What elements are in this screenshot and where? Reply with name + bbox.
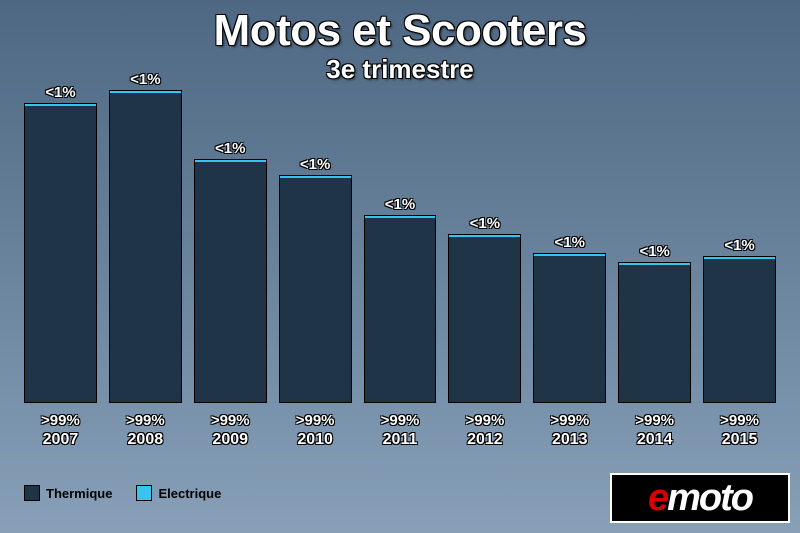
logo-e: e [648,477,667,520]
bar-top-label: <1% [385,196,415,213]
bar-segment-thermique [448,237,521,403]
bar-bottom-pct: >99% [364,412,437,430]
bar-year-label: 2007 [24,430,97,449]
bar-year-label: 2010 [279,430,352,449]
bar-segment-thermique [533,256,606,403]
emoto-logo: emoto [610,473,790,523]
bar-top-label: <1% [130,71,160,88]
bar-bottom-pct: >99% [109,412,182,430]
bar-top-label: <1% [215,140,245,157]
bar-slot: <1% >99%2009 [194,90,267,449]
bar-top-label: <1% [724,237,754,254]
bar-slot: <1% >99%2014 [618,90,691,449]
bar-top-label: <1% [300,156,330,173]
bar-stack [279,175,352,403]
chart-title: Motos et Scooters [0,0,800,56]
bar-year-label: 2013 [533,430,606,449]
logo-moto: moto [667,477,752,520]
bar-bottom-pct: >99% [279,412,352,430]
chart-subtitle: 3e trimestre [0,54,800,85]
bar-segment-thermique [279,178,352,403]
bar-bottom-labels: >99%2014 [618,412,691,449]
bar-slot: <1% >99%2013 [533,90,606,449]
bar-slot: <1% >99%2015 [703,90,776,449]
bar-top-label: <1% [470,215,500,232]
bar-bottom-pct: >99% [448,412,521,430]
bar-segment-thermique [194,162,267,403]
bar-bottom-labels: >99%2010 [279,412,352,449]
bar-year-label: 2011 [364,430,437,449]
bar-slot: <1% >99%2012 [448,90,521,449]
legend-item: Electrique [136,485,221,501]
bar-segment-thermique [364,218,437,403]
bar-bottom-pct: >99% [618,412,691,430]
bar-top-label: <1% [45,84,75,101]
bar-stack [533,253,606,403]
bar-year-label: 2008 [109,430,182,449]
bar-bottom-pct: >99% [194,412,267,430]
bar-slot: <1%>99%2007 [24,90,97,449]
bar-year-label: 2015 [703,430,776,449]
bar-bottom-pct: >99% [24,412,97,430]
bar-segment-thermique [703,259,776,403]
bar-segment-thermique [618,265,691,403]
bar-stack [448,234,521,403]
legend-label: Thermique [46,486,112,501]
bar-slot: <1%>99%2008 [109,90,182,449]
bar-stack [194,159,267,403]
bar-slot: <1% >99%2010 [279,90,352,449]
bar-bottom-pct: >99% [703,412,776,430]
bar-year-label: 2014 [618,430,691,449]
bar-slot: <1% >99%2011 [364,90,437,449]
bar-segment-thermique [109,93,182,403]
legend-item: Thermique [24,485,112,501]
bar-segment-thermique [24,106,97,403]
bar-stack [703,256,776,403]
bar-stack [364,215,437,403]
bar-bottom-labels: >99%2013 [533,412,606,449]
legend-swatch [24,485,40,501]
chart-area: <1%>99%2007<1%>99%2008<1%>99%2009<1%>99%… [24,90,776,449]
bar-top-label: <1% [555,234,585,251]
legend-swatch [136,485,152,501]
bar-bottom-labels: >99%2007 [24,412,97,449]
bar-top-label: <1% [639,243,669,260]
bar-bottom-labels: >99%2012 [448,412,521,449]
bar-stack [109,90,182,403]
bar-stack [24,103,97,403]
bar-bottom-pct: >99% [533,412,606,430]
bar-stack [618,262,691,403]
bar-bottom-labels: >99%2015 [703,412,776,449]
bar-bottom-labels: >99%2009 [194,412,267,449]
bar-year-label: 2012 [448,430,521,449]
bar-bottom-labels: >99%2008 [109,412,182,449]
bar-bottom-labels: >99%2011 [364,412,437,449]
bar-year-label: 2009 [194,430,267,449]
legend: Thermique Electrique [24,485,221,501]
legend-label: Electrique [158,486,221,501]
